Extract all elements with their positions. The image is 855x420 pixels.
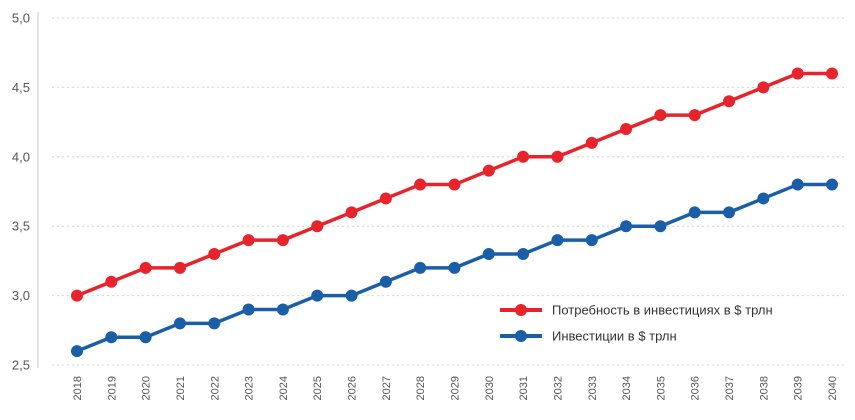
series-layer [71, 67, 838, 358]
legend-label-investment: Инвестиции в $ трлн [552, 329, 677, 344]
data-point [208, 247, 221, 260]
x-tick-label: 2039 [793, 376, 805, 400]
data-point [139, 331, 152, 344]
data-point [379, 192, 392, 205]
legend-marker-red [515, 304, 527, 316]
data-point [242, 303, 255, 316]
x-tick-label: 2033 [587, 376, 599, 400]
x-tick-label: 2022 [209, 376, 221, 400]
data-point [173, 261, 186, 274]
axis-layer: 5,0 4,5 4,0 3,5 3,0 2,5 2018 2019 2020 2021 2022 20… [12, 11, 839, 401]
legend-marker-blue [515, 330, 527, 342]
data-point [345, 289, 358, 302]
data-point [105, 275, 118, 288]
data-point [311, 220, 324, 233]
data-point [620, 220, 633, 233]
x-tick-label: 2027 [381, 376, 393, 400]
x-tick-label: 2030 [484, 376, 496, 400]
data-point [276, 234, 289, 247]
x-tick-label: 2032 [552, 376, 564, 400]
grid-layer [52, 17, 845, 366]
x-tick-label: 2029 [450, 376, 462, 400]
x-tick-label: 2036 [690, 376, 702, 400]
data-point [71, 345, 83, 358]
y-tick-label: 3,0 [12, 288, 30, 303]
x-tick-label: 2018 [72, 376, 84, 400]
data-point [173, 317, 186, 330]
x-tick-label: 2025 [312, 376, 324, 400]
data-point [585, 234, 598, 247]
x-tick-label: 2020 [141, 376, 153, 400]
data-point [208, 317, 221, 330]
data-point [242, 234, 255, 247]
data-point [551, 234, 564, 247]
data-point [379, 275, 392, 288]
data-point [826, 67, 838, 80]
x-tick-label: 2038 [758, 376, 770, 400]
data-point [517, 247, 530, 260]
data-point [139, 261, 152, 274]
data-point [688, 109, 701, 122]
data-point [688, 206, 701, 219]
legend-label-demand: Потребность в инвестициях в $ трлн [552, 303, 773, 318]
data-point [551, 150, 564, 163]
data-point [105, 331, 118, 344]
x-tick-label: 2035 [655, 376, 667, 400]
y-tick-label: 3,5 [12, 219, 30, 234]
data-point [448, 178, 461, 191]
data-point [757, 192, 770, 205]
data-point [276, 303, 289, 316]
legend: Потребность в инвестициях в $ трлн Инвес… [500, 303, 773, 344]
y-tick-label: 5,0 [12, 11, 30, 26]
data-point [757, 81, 770, 94]
data-point [414, 178, 427, 191]
y-tick-label: 4,5 [12, 80, 30, 95]
y-tick-label: 4,0 [12, 149, 30, 164]
x-tick-label: 2023 [244, 376, 256, 400]
data-point [791, 178, 804, 191]
data-point [585, 136, 598, 149]
data-point [791, 67, 804, 80]
data-point [654, 109, 667, 122]
x-tick-label: 2031 [518, 376, 530, 400]
x-tick-label: 2021 [175, 376, 187, 400]
x-tick-label: 2024 [278, 376, 290, 400]
data-point [345, 206, 358, 219]
x-tick-label: 2019 [106, 376, 118, 400]
data-point [482, 164, 495, 177]
y-tick-label: 2,5 [12, 358, 30, 373]
data-point [723, 206, 736, 219]
x-tick-label: 2034 [621, 376, 633, 400]
x-tick-label: 2040 [827, 376, 839, 400]
data-point [654, 220, 667, 233]
data-point [311, 289, 324, 302]
data-point [71, 289, 83, 302]
data-point [620, 123, 633, 136]
data-point [448, 261, 461, 274]
x-tick-label: 2026 [347, 376, 359, 400]
data-point [723, 95, 736, 108]
data-point [517, 150, 530, 163]
data-point [414, 261, 427, 274]
x-tick-label: 2028 [415, 376, 427, 400]
data-point [826, 178, 838, 191]
x-tick-label: 2037 [724, 376, 736, 400]
data-point [482, 247, 495, 260]
